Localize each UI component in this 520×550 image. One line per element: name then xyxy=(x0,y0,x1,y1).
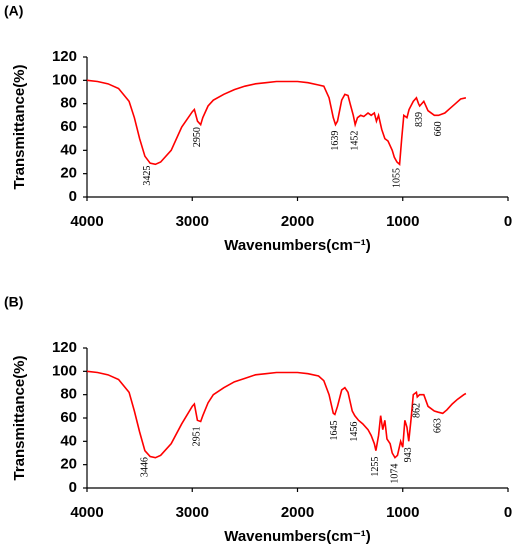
x-tick-label: 1000 xyxy=(386,504,419,521)
y-tick-label: 0 xyxy=(69,188,77,205)
x-tick-label: 4000 xyxy=(70,213,103,230)
peak-label: 3446 xyxy=(140,457,151,477)
x-axis-title: Wavenumbers(cm⁻¹) xyxy=(224,237,371,254)
y-axis-title: Transmittance(%) xyxy=(11,64,28,189)
x-tick-label: 1000 xyxy=(386,213,419,230)
spectrum-line xyxy=(86,79,467,166)
y-tick-label: 60 xyxy=(60,409,77,426)
peak-label: 1055 xyxy=(391,168,402,188)
x-tick-label: 0 xyxy=(504,504,512,521)
y-tick-label: 40 xyxy=(60,432,77,449)
peak-label: 1074 xyxy=(389,464,400,484)
y-tick-label: 60 xyxy=(60,118,77,135)
x-tick-label: 2000 xyxy=(281,504,314,521)
peak-label: 660 xyxy=(433,121,444,136)
y-tick-label: 120 xyxy=(52,339,77,356)
peak-label: 3425 xyxy=(142,166,153,186)
spectrum-line xyxy=(86,370,467,459)
peak-label: 1452 xyxy=(349,131,360,151)
peak-label: 1645 xyxy=(329,421,340,441)
y-tick-label: 100 xyxy=(52,362,77,379)
peak-label: 1255 xyxy=(370,457,381,477)
peak-label: 2950 xyxy=(192,127,203,147)
x-axis-title: Wavenumbers(cm⁻¹) xyxy=(224,528,371,545)
y-tick-label: 120 xyxy=(52,48,77,65)
y-tick-label: 40 xyxy=(60,141,77,158)
peak-label: 839 xyxy=(414,112,425,127)
y-tick-label: 20 xyxy=(60,165,77,182)
y-tick-label: 80 xyxy=(60,386,77,403)
peak-label: 663 xyxy=(433,418,444,433)
panel-label: (B) xyxy=(4,294,23,310)
y-tick-label: 100 xyxy=(52,71,77,88)
x-tick-label: 3000 xyxy=(176,504,209,521)
x-tick-label: 4000 xyxy=(70,504,103,521)
panel-label: (A) xyxy=(4,3,23,19)
y-tick-label: 20 xyxy=(60,456,77,473)
x-tick-label: 2000 xyxy=(281,213,314,230)
peak-label: 862 xyxy=(412,403,423,418)
y-axis-title: Transmittance(%) xyxy=(11,355,28,480)
y-tick-label: 80 xyxy=(60,95,77,112)
x-tick-label: 3000 xyxy=(176,213,209,230)
x-tick-label: 0 xyxy=(504,213,512,230)
peak-label: 1639 xyxy=(330,131,341,151)
peak-label: 943 xyxy=(403,447,414,462)
y-tick-label: 0 xyxy=(69,479,77,496)
peak-label: 1456 xyxy=(349,422,360,442)
peak-label: 2951 xyxy=(192,426,203,446)
